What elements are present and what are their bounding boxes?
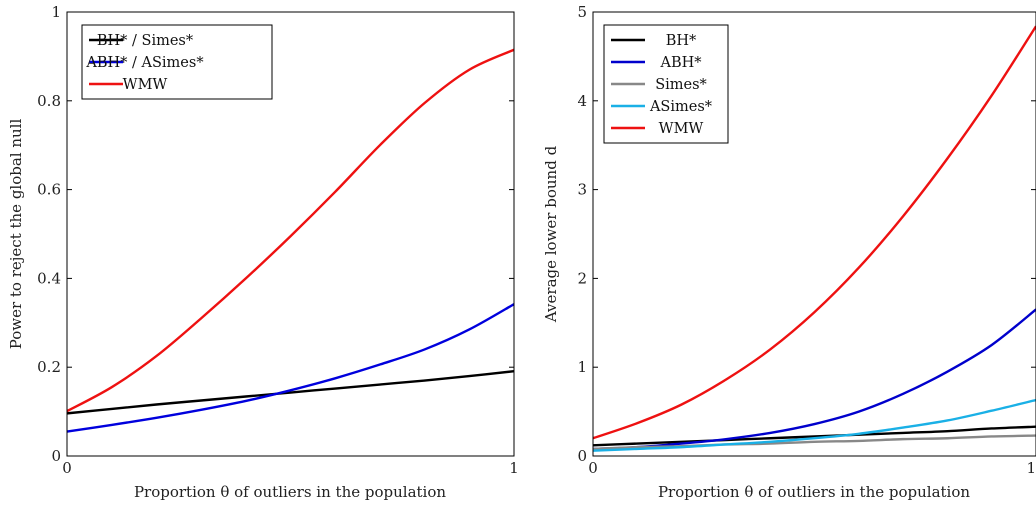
right-plot-area <box>592 25 1036 452</box>
left-x-tick-label: 1 <box>509 459 519 477</box>
right-series-line-0 <box>592 425 1036 447</box>
left-series-line-1 <box>66 303 515 433</box>
left-legend-label: BH* / Simes* <box>97 33 194 49</box>
left-series-line-2 <box>66 48 515 413</box>
right-series-line-1 <box>592 308 1036 451</box>
left-plot-frame <box>66 11 515 457</box>
right-y-axis-label: Average lower bound d <box>542 145 560 323</box>
left-x-axis-label: Proportion θ of outliers in the populati… <box>134 483 446 501</box>
right-ticks: 0 1 2 3 4 5 0 1 <box>577 3 1036 477</box>
right-legend-label: WMW <box>659 121 704 137</box>
left-y-tick-label: 0.2 <box>37 358 61 376</box>
right-x-axis-label: Proportion θ of outliers in the populati… <box>658 483 970 501</box>
right-legend-label: Simes* <box>655 77 707 93</box>
right-x-tick-label: 0 <box>588 459 598 477</box>
right-panel: 0 1 2 3 4 5 0 1 Proportion θ of outliers in the… <box>542 3 1036 501</box>
right-series-line-4 <box>592 25 1036 440</box>
right-series-line-3 <box>592 398 1036 452</box>
right-legend-label: ABH* <box>659 55 702 71</box>
right-x-tick-label: 1 <box>1026 459 1036 477</box>
right-legend: BH* ABH* Simes* ASimes* WMW <box>603 24 729 144</box>
left-legend-label: ABH* / ASimes* <box>85 55 204 71</box>
left-y-tick-label: 0.4 <box>37 269 61 287</box>
right-y-tick-label: 2 <box>577 269 587 287</box>
right-y-tick-label: 0 <box>577 447 587 465</box>
left-plot-area <box>66 48 515 433</box>
left-y-axis-label: Power to reject the global null <box>7 119 25 350</box>
left-y-tick-label: 0.8 <box>37 92 61 110</box>
right-y-tick-label: 4 <box>577 92 587 110</box>
left-ticks: 0 0.2 0.4 0.6 0.8 1 0 1 <box>37 3 519 477</box>
left-legend-label: WMW <box>123 77 168 93</box>
left-series-line-0 <box>66 370 515 415</box>
left-y-tick-label: 0 <box>51 447 61 465</box>
left-y-tick-label: 1 <box>51 3 61 21</box>
left-x-tick-label: 0 <box>62 459 72 477</box>
right-y-tick-label: 5 <box>577 3 587 21</box>
right-legend-label: BH* <box>666 33 697 49</box>
right-y-tick-label: 3 <box>577 181 587 199</box>
left-legend: BH* / Simes* ABH* / ASimes* WMW <box>81 24 273 100</box>
left-y-tick-label: 0.6 <box>37 181 61 199</box>
right-plot-frame <box>592 11 1036 457</box>
right-y-tick-label: 1 <box>577 358 587 376</box>
left-panel: 0 0.2 0.4 0.6 0.8 1 0 1 Proportion θ of outlier… <box>7 3 519 501</box>
right-legend-label: ASimes* <box>649 99 713 115</box>
